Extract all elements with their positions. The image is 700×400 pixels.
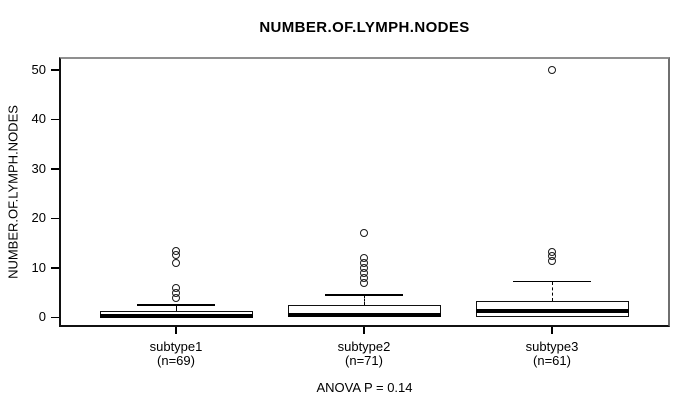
y-axis-tick (51, 118, 59, 121)
outlier-point (548, 65, 556, 74)
y-axis-tick-label: 30 (31, 160, 46, 176)
outlier-point (172, 258, 180, 267)
outlier-point (172, 246, 180, 255)
y-axis-tick-label: 20 (31, 210, 46, 226)
plot-area: 0 10 20 30 40 50 subtype1 (n=69) subtype2 (n=71) s… (32, 57, 670, 368)
y-axis-label: NUMBER.OF.LYMPH.NODES (5, 105, 21, 279)
whisker-cap (137, 304, 215, 306)
x-axis-group-label: subtype2 (n=71) (289, 340, 439, 368)
x-axis-group-label: subtype1 (n=69) (101, 340, 251, 368)
y-axis-tick (51, 69, 59, 71)
x-axis-tick (175, 327, 177, 334)
whisker-cap (513, 280, 591, 283)
y-axis-tick-label: 40 (31, 111, 46, 127)
group-name-label: subtype1 (149, 339, 203, 354)
chart-title: NUMBER.OF.LYMPH.NODES (259, 19, 470, 36)
y-axis-tick (51, 267, 59, 269)
outlier-point (360, 253, 368, 262)
outlier-point (172, 283, 180, 292)
group-n-label: (n=71) (345, 353, 383, 368)
whisker-line (363, 295, 365, 305)
y-axis-tick-label: 0 (38, 309, 46, 325)
outlier-point (360, 229, 368, 238)
median-line (99, 313, 253, 318)
whisker-cap (325, 294, 403, 296)
group-name-label: subtype2 (337, 339, 391, 354)
x-axis-tick (363, 327, 365, 334)
median-line (287, 312, 441, 317)
x-axis-group-label: subtype3 (n=61) (477, 340, 627, 368)
y-axis-tick (51, 217, 59, 220)
group-name-label: subtype3 (525, 339, 579, 354)
x-axis-tick (551, 327, 553, 334)
group-n-label: (n=61) (533, 353, 571, 368)
y-axis-tick-label: 50 (31, 61, 46, 77)
median-line (475, 309, 629, 314)
whisker-line (551, 281, 553, 302)
y-axis-tick (51, 168, 59, 170)
outlier-point (548, 247, 556, 256)
y-axis-tick-label: 10 (31, 259, 46, 275)
y-axis-tick (51, 316, 59, 319)
group-n-label: (n=69) (157, 353, 195, 368)
whisker-line (175, 304, 177, 312)
anova-p-value: ANOVA P = 0.14 (316, 380, 413, 395)
